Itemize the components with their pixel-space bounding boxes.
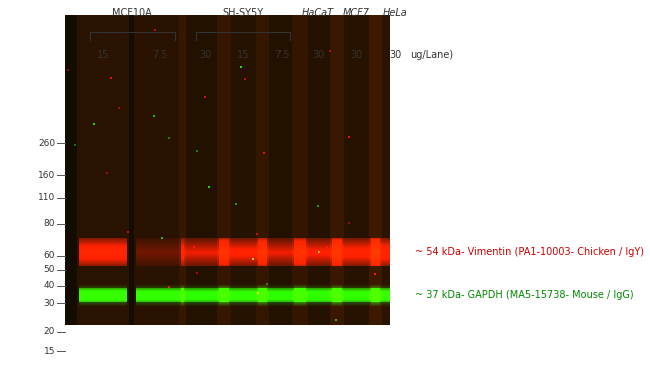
- Text: 110: 110: [38, 193, 55, 203]
- Text: MCF10A: MCF10A: [112, 8, 152, 18]
- Text: 15: 15: [237, 50, 249, 60]
- Text: 15: 15: [44, 347, 55, 356]
- Text: 7.5: 7.5: [152, 50, 168, 60]
- Text: 7.5: 7.5: [274, 50, 290, 60]
- Text: HeLa: HeLa: [383, 8, 408, 18]
- Text: 260: 260: [38, 138, 55, 147]
- Text: 30: 30: [199, 50, 211, 60]
- Text: 60: 60: [44, 252, 55, 261]
- Text: ~ 37 kDa- GAPDH (MA5-15738- Mouse / IgG): ~ 37 kDa- GAPDH (MA5-15738- Mouse / IgG): [415, 290, 634, 300]
- Text: 30: 30: [312, 50, 324, 60]
- Text: 50: 50: [44, 266, 55, 274]
- Text: ~ 54 kDa- Vimentin (PA1-10003- Chicken / IgY): ~ 54 kDa- Vimentin (PA1-10003- Chicken /…: [415, 247, 644, 257]
- Text: 160: 160: [38, 171, 55, 179]
- Text: 30: 30: [350, 50, 362, 60]
- Text: 20: 20: [44, 328, 55, 337]
- Text: 80: 80: [44, 220, 55, 228]
- Text: SH-SY5Y: SH-SY5Y: [222, 8, 263, 18]
- Text: 30: 30: [44, 299, 55, 307]
- Text: 15: 15: [97, 50, 109, 60]
- Text: ug/Lane): ug/Lane): [410, 50, 453, 60]
- Text: HaCaT: HaCaT: [302, 8, 334, 18]
- Text: 30: 30: [389, 50, 401, 60]
- Text: 40: 40: [44, 282, 55, 290]
- Text: MCF7: MCF7: [343, 8, 369, 18]
